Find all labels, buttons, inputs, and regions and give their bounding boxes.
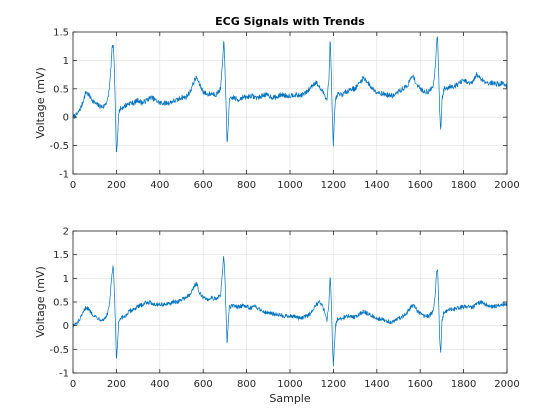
chart-top-title: ECG Signals with Trends — [215, 15, 365, 28]
chart-bottom-series-line — [72, 256, 508, 367]
chart-bottom-x-tick-label: 1200 — [321, 379, 346, 390]
chart-top-x-tick-label: 1000 — [277, 180, 302, 191]
chart-bottom-x-tick-label: 800 — [237, 379, 256, 390]
chart-bottom-y-tick-label: 2 — [63, 227, 69, 238]
chart-bottom-x-tick-label: 1800 — [451, 379, 476, 390]
chart-top: 0 200 400 600 800 1000 1200 1400 1600 1800 2000 -1… — [34, 15, 520, 191]
chart-top-y-tick-label: 1 — [63, 56, 69, 67]
chart-top-y-ticks: -1 -0.5 0 0.5 1 1.5 — [49, 28, 507, 181]
chart-bottom-x-tick-label: 200 — [107, 379, 126, 390]
chart-top-series — [72, 36, 508, 152]
chart-top-y-tick-label: -1 — [59, 170, 69, 181]
chart-bottom-series — [72, 256, 508, 367]
chart-top-x-tick-label: 200 — [107, 180, 126, 191]
chart-top-y-axis-label: Voltage (mV) — [34, 67, 47, 139]
chart-top-y-tick-label: 0 — [63, 113, 69, 124]
chart-bottom-x-tick-label: 1600 — [407, 379, 432, 390]
chart-bottom-x-tick-label: 600 — [194, 379, 213, 390]
chart-bottom-x-ticks: 0 200 400 600 800 1000 1200 1400 1600 1800 2000 — [70, 231, 520, 390]
chart-top-x-ticks: 0 200 400 600 800 1000 1200 1400 1600 1800 2000 — [70, 32, 520, 191]
chart-top-x-tick-label: 400 — [150, 180, 169, 191]
chart-bottom-y-ticks: -1 -0.5 0 0.5 1 1.5 2 — [49, 227, 507, 380]
chart-bottom-y-tick-label: 1.5 — [53, 250, 69, 261]
chart-bottom-y-tick-label: 0 — [63, 321, 69, 332]
chart-top-y-tick-label: 0.5 — [53, 84, 69, 95]
chart-bottom-y-tick-label: -1 — [59, 369, 69, 380]
chart-top-x-tick-label: 1600 — [407, 180, 432, 191]
chart-bottom-y-tick-label: 0.5 — [53, 298, 69, 309]
chart-bottom-x-axis-label: Sample — [269, 392, 310, 405]
chart-top-x-tick-label: 1400 — [364, 180, 389, 191]
chart-bottom-x-tick-label: 1400 — [364, 379, 389, 390]
chart-bottom-y-tick-label: 1 — [63, 274, 69, 285]
chart-top-y-tick-label: 1.5 — [53, 28, 69, 39]
chart-top-x-tick-label: 1800 — [451, 180, 476, 191]
chart-bottom-y-tick-label: -0.5 — [49, 345, 69, 356]
chart-top-x-tick-label: 0 — [70, 180, 76, 191]
chart-bottom: 0 200 400 600 800 1000 1200 1400 1600 1800 2000 -1… — [34, 227, 520, 406]
chart-top-x-tick-label: 600 — [194, 180, 213, 191]
chart-bottom-x-tick-label: 2000 — [494, 379, 519, 390]
chart-bottom-y-axis-label: Voltage (mV) — [34, 266, 47, 338]
chart-top-x-tick-label: 1200 — [321, 180, 346, 191]
chart-top-y-tick-label: -0.5 — [49, 141, 69, 152]
chart-top-series-line — [72, 36, 508, 152]
chart-bottom-x-tick-label: 0 — [70, 379, 76, 390]
chart-bottom-x-tick-label: 1000 — [277, 379, 302, 390]
chart-bottom-x-tick-label: 400 — [150, 379, 169, 390]
chart-top-x-tick-label: 2000 — [494, 180, 519, 191]
chart-top-x-tick-label: 800 — [237, 180, 256, 191]
